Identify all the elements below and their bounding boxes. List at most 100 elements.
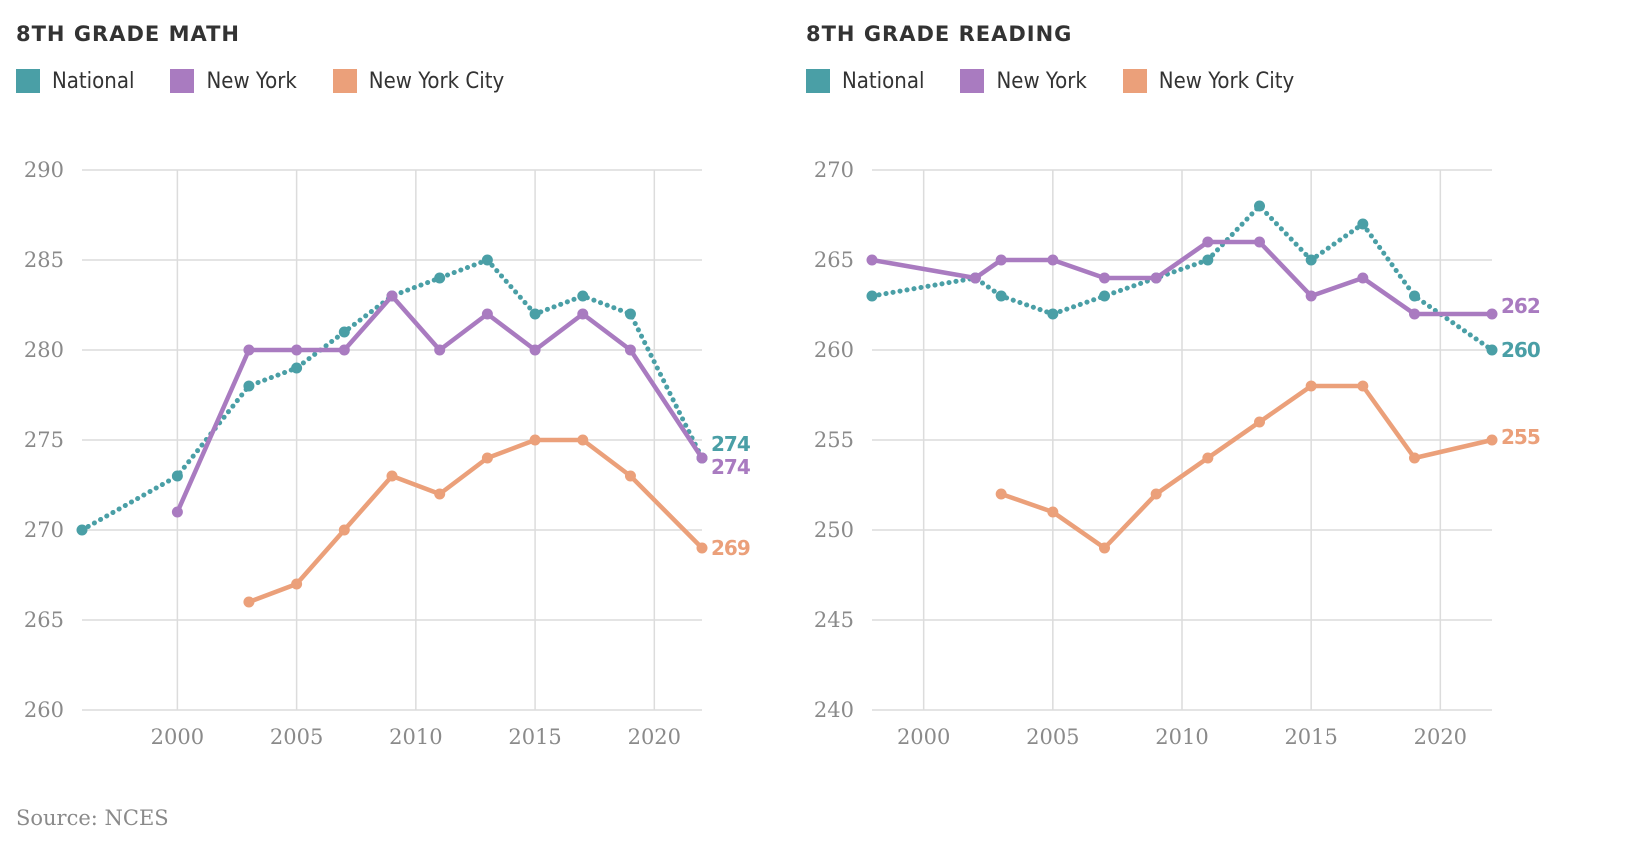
math-point-new-york-2019 — [624, 344, 636, 356]
reading-ytick-260: 260 — [814, 338, 854, 362]
reading-end-label-new-york-city: 255 — [1501, 425, 1540, 449]
math-point-new-york-2011 — [434, 344, 446, 356]
reading-point-new-york-city-2007 — [1099, 542, 1110, 554]
reading-point-national-2013 — [1254, 200, 1265, 212]
reading-ytick-250: 250 — [814, 518, 854, 542]
new-york-swatch — [960, 69, 985, 93]
reading-point-new-york-city-2013 — [1254, 416, 1265, 428]
reading-point-new-york-2022 — [1486, 308, 1498, 320]
reading-ytick-265: 265 — [814, 248, 854, 272]
reading-ytick-255: 255 — [814, 428, 854, 452]
reading-xtick-2010: 2010 — [1155, 725, 1208, 749]
national-swatch — [806, 69, 830, 93]
math-ytick-280: 280 — [24, 338, 64, 362]
math-ytick-285: 285 — [24, 248, 64, 272]
math-end-label-national: 274 — [711, 432, 750, 456]
math-xtick-2000: 2000 — [151, 725, 204, 749]
legend-label-new-york: New York — [996, 68, 1087, 94]
math-ytick-290: 290 — [24, 158, 64, 182]
reading-point-new-york-2007 — [1099, 272, 1110, 284]
math-point-national-2007 — [338, 326, 350, 338]
reading-point-new-york-2013 — [1254, 236, 1265, 248]
reading-xtick-2015: 2015 — [1284, 725, 1337, 749]
math-xtick-2010: 2010 — [389, 725, 442, 749]
reading-point-new-york-city-2011 — [1202, 452, 1214, 464]
math-point-new-york-city-2019 — [624, 470, 636, 482]
math-ytick-275: 275 — [24, 428, 64, 452]
math-point-new-york-city-2017 — [577, 434, 589, 446]
math-ytick-265: 265 — [24, 608, 64, 632]
reading-point-new-york-city-2003 — [995, 488, 1007, 500]
reading-ytick-245: 245 — [814, 608, 854, 632]
reading-end-label-national: 260 — [1501, 338, 1540, 362]
reading-point-new-york-2011 — [1202, 236, 1214, 248]
reading-point-national-2019 — [1409, 290, 1420, 302]
math-ytick-260: 260 — [24, 698, 64, 722]
reading-point-national-2005 — [1047, 308, 1059, 320]
math-point-new-york-2005 — [291, 344, 303, 356]
reading-point-national-2003 — [995, 290, 1007, 302]
reading-point-new-york-2003 — [995, 254, 1007, 266]
math-point-new-york-2007 — [338, 344, 350, 356]
reading-point-national-2017 — [1357, 218, 1369, 230]
reading-point-new-york-city-2022 — [1486, 434, 1498, 446]
math-point-national-2011 — [434, 272, 446, 284]
reading-panel: 8TH GRADE READING National New York New … — [790, 0, 1590, 800]
reading-series-line-national — [869, 203, 1495, 353]
reading-xtick-2005: 2005 — [1026, 725, 1079, 749]
reading-point-new-york-1998 — [866, 254, 878, 266]
reading-point-new-york-city-2005 — [1047, 506, 1059, 518]
reading-legend: National New York New York City — [806, 64, 1330, 98]
math-point-new-york-city-2005 — [291, 578, 303, 590]
reading-point-national-2011 — [1202, 254, 1214, 266]
reading-point-new-york-city-2015 — [1305, 380, 1317, 392]
reading-xtick-2020: 2020 — [1414, 725, 1467, 749]
reading-ytick-240: 240 — [814, 698, 854, 722]
new-york-city-swatch — [1122, 69, 1147, 93]
legend-label-national: National — [842, 68, 925, 94]
new-york-city-swatch — [332, 69, 357, 93]
math-point-new-york-city-2013 — [481, 452, 493, 464]
math-end-label-new-york-city: 269 — [711, 536, 750, 560]
math-point-national-2015 — [529, 308, 541, 320]
reading-point-new-york-2015 — [1305, 290, 1317, 302]
math-point-national-2003 — [243, 380, 255, 392]
math-point-national-2013 — [481, 254, 493, 266]
math-point-new-york-city-2009 — [386, 470, 398, 482]
math-series-line-new-york — [175, 293, 705, 515]
reading-line-chart: 270 265 260 255 250 245 240 2000 2005 2010 2015 202… — [814, 158, 1541, 749]
math-series-line-national — [79, 257, 705, 533]
math-point-new-york-city-2003 — [243, 596, 255, 608]
reading-point-new-york-2009 — [1150, 272, 1162, 284]
math-point-new-york-2015 — [529, 344, 541, 356]
source-note: Source: NCES — [16, 806, 169, 830]
reading-end-label-new-york: 262 — [1501, 294, 1540, 318]
math-point-national-2000 — [171, 470, 183, 482]
national-swatch — [16, 69, 40, 93]
math-point-new-york-2000 — [171, 506, 183, 518]
math-legend-national: National — [16, 69, 134, 94]
reading-chart-title: 8TH GRADE READING — [806, 22, 1073, 46]
reading-series-line-new-york-city — [998, 383, 1495, 551]
math-legend: National New York New York City — [16, 64, 540, 98]
math-panel: 8TH GRADE MATH National New York New Yor… — [0, 0, 800, 800]
math-series-line-new-york-city — [246, 437, 705, 605]
reading-point-new-york-2017 — [1357, 272, 1369, 284]
reading-legend-new-york: New York — [960, 68, 1087, 94]
reading-ytick-270: 270 — [814, 158, 854, 182]
reading-point-new-york-city-2017 — [1357, 380, 1369, 392]
math-point-new-york-city-2022 — [696, 542, 708, 554]
reading-point-national-2022 — [1486, 344, 1498, 356]
reading-point-new-york-2005 — [1047, 254, 1059, 266]
math-point-national-2017 — [577, 290, 589, 302]
new-york-swatch — [170, 69, 195, 93]
math-point-national-1996 — [76, 524, 88, 536]
reading-point-national-2015 — [1305, 254, 1317, 266]
math-ytick-270: 270 — [24, 518, 64, 542]
reading-point-national-1998 — [866, 290, 878, 302]
reading-point-new-york-2002 — [969, 272, 981, 284]
math-point-new-york-2009 — [386, 290, 398, 302]
math-xtick-2020: 2020 — [628, 725, 681, 749]
reading-point-new-york-2019 — [1409, 308, 1420, 320]
legend-label-new-york: New York — [206, 68, 297, 94]
